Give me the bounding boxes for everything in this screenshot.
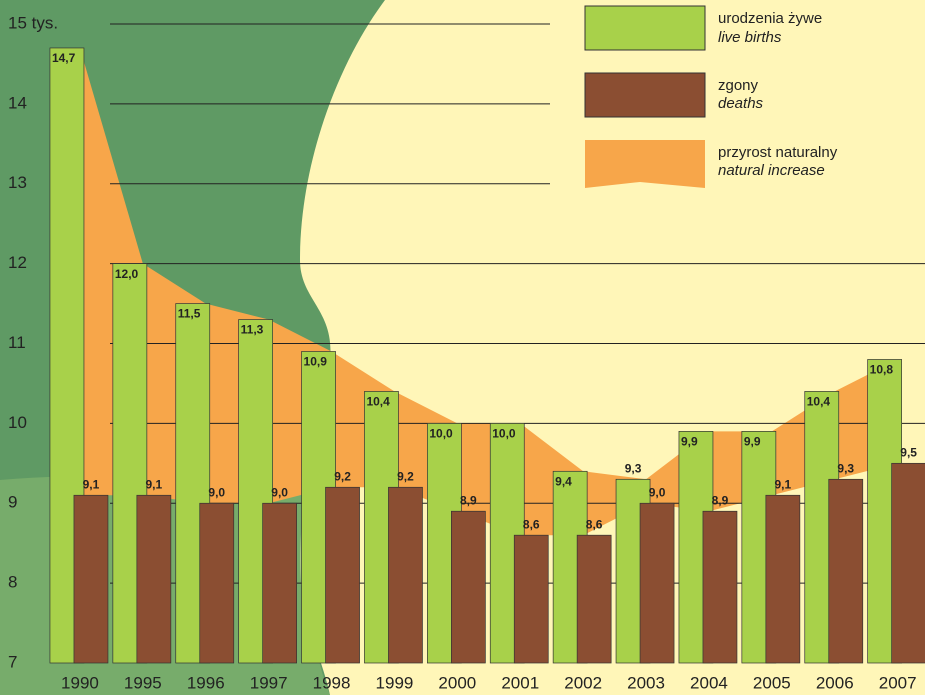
value-label: 9,9 <box>681 435 698 449</box>
x-tick-label: 2003 <box>627 673 665 692</box>
bar <box>451 510 486 664</box>
value-label: 9,0 <box>649 485 666 499</box>
value-label: 9,9 <box>744 435 761 449</box>
y-tick-label: 8 <box>8 573 17 592</box>
bar <box>136 494 172 664</box>
value-label: 9,1 <box>83 477 100 491</box>
x-tick-label: 2007 <box>879 673 917 692</box>
bar <box>388 486 423 664</box>
legend-label: zgony <box>718 77 759 94</box>
y-tick-label: 12 <box>8 253 27 272</box>
value-label: 9,3 <box>625 461 642 475</box>
bar <box>576 534 612 664</box>
value-label: 10,0 <box>429 427 453 441</box>
bar <box>639 502 675 664</box>
x-tick-label: 1990 <box>61 673 99 692</box>
legend-swatch <box>584 5 706 51</box>
x-tick-label: 1999 <box>376 673 414 692</box>
value-label: 10,0 <box>492 427 516 441</box>
value-label: 10,4 <box>807 395 831 409</box>
y-tick-label: 7 <box>8 652 17 671</box>
increase-area <box>79 47 898 536</box>
legend-label: live births <box>718 29 782 46</box>
value-label: 12,0 <box>115 267 139 281</box>
x-tick-label: 2005 <box>753 673 791 692</box>
legend-swatch <box>585 140 705 188</box>
y-tick-label: 14 <box>8 93 27 112</box>
value-label: 8,6 <box>586 517 603 531</box>
value-label: 10,8 <box>870 363 894 377</box>
value-label: 9,0 <box>208 485 225 499</box>
y-tick-label: 11 <box>8 333 26 352</box>
legend-label: przyrost naturalny <box>718 144 838 161</box>
value-label: 8,9 <box>460 493 477 507</box>
value-label: 9,3 <box>837 461 854 475</box>
x-tick-label: 1998 <box>313 673 351 692</box>
x-tick-label: 1996 <box>187 673 225 692</box>
legend-label: natural increase <box>718 162 825 179</box>
bar <box>702 510 738 664</box>
value-label: 9,5 <box>900 445 917 459</box>
bar <box>199 502 235 664</box>
value-label: 9,2 <box>334 469 351 483</box>
value-label: 9,1 <box>146 477 163 491</box>
legend-label: deaths <box>718 95 764 112</box>
legend-label: urodzenia żywe <box>718 10 822 27</box>
legend: urodzenia żywe live births zgony deaths … <box>584 5 838 188</box>
bar <box>513 534 549 664</box>
legend-swatch <box>584 72 706 118</box>
value-label: 9,4 <box>555 474 572 488</box>
y-tick-label: 9 <box>8 493 17 512</box>
y-tick-label: 13 <box>8 173 27 192</box>
value-label: 11,5 <box>178 307 201 321</box>
x-tick-label: 2004 <box>690 673 728 692</box>
y-tick-label: 10 <box>8 413 27 432</box>
x-tick-label: 2000 <box>438 673 476 692</box>
value-label: 11,3 <box>241 323 264 337</box>
value-label: 8,9 <box>712 493 729 507</box>
value-label: 10,9 <box>304 355 328 369</box>
x-tick-label: 1995 <box>124 673 162 692</box>
value-label: 9,0 <box>271 485 288 499</box>
bar <box>262 502 297 664</box>
x-tick-label: 2006 <box>816 673 854 692</box>
bar <box>891 462 925 664</box>
value-label: 10,4 <box>366 395 390 409</box>
x-tick-label: 2001 <box>501 673 539 692</box>
bar <box>765 494 801 664</box>
y-tick-label: 15 tys. <box>8 13 58 32</box>
bar <box>325 486 360 664</box>
bar <box>73 494 109 664</box>
value-label: 8,6 <box>523 517 540 531</box>
value-label: 14,7 <box>52 51 76 65</box>
x-tick-label: 1997 <box>250 673 288 692</box>
value-label: 9,2 <box>397 469 414 483</box>
x-tick-label: 2002 <box>564 673 602 692</box>
value-label: 9,1 <box>775 477 792 491</box>
bar <box>828 478 864 664</box>
